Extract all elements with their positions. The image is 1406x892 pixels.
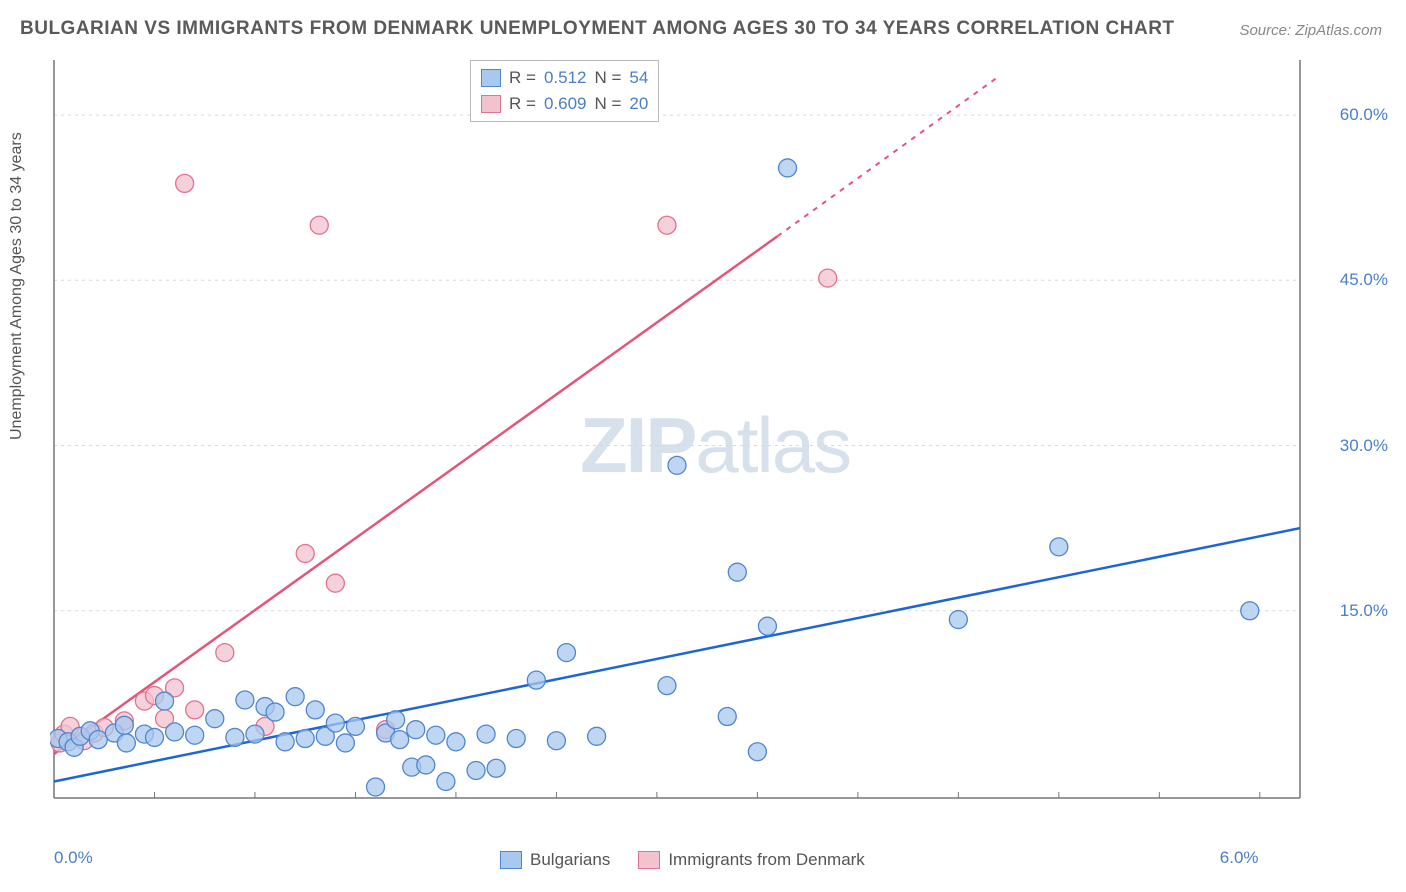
x-tick-label: 0.0% <box>54 848 93 868</box>
y-tick-label: 15.0% <box>1340 601 1388 621</box>
bottom-legend: Bulgarians Immigrants from Denmark <box>500 850 865 870</box>
stats-row-bulgarians: R = 0.512 N = 54 <box>481 65 648 91</box>
chart-title: BULGARIAN VS IMMIGRANTS FROM DENMARK UNE… <box>20 18 1175 40</box>
y-tick-label: 45.0% <box>1340 270 1388 290</box>
swatch-bulgarians <box>481 69 501 87</box>
legend-item-bulgarians: Bulgarians <box>500 850 610 870</box>
swatch-denmark <box>481 95 501 113</box>
y-tick-label: 30.0% <box>1340 436 1388 456</box>
stats-legend: R = 0.512 N = 54 R = 0.609 N = 20 <box>470 60 659 122</box>
y-tick-label: 60.0% <box>1340 105 1388 125</box>
legend-item-denmark: Immigrants from Denmark <box>638 850 864 870</box>
x-tick-label: 6.0% <box>1220 848 1259 868</box>
y-axis-label: Unemployment Among Ages 30 to 34 years <box>8 132 26 440</box>
source-label: Source: ZipAtlas.com <box>1239 22 1382 39</box>
legend-swatch-denmark <box>638 851 660 869</box>
legend-swatch-bulgarians <box>500 851 522 869</box>
stats-row-denmark: R = 0.609 N = 20 <box>481 91 648 117</box>
scatter-plot <box>50 58 1370 828</box>
